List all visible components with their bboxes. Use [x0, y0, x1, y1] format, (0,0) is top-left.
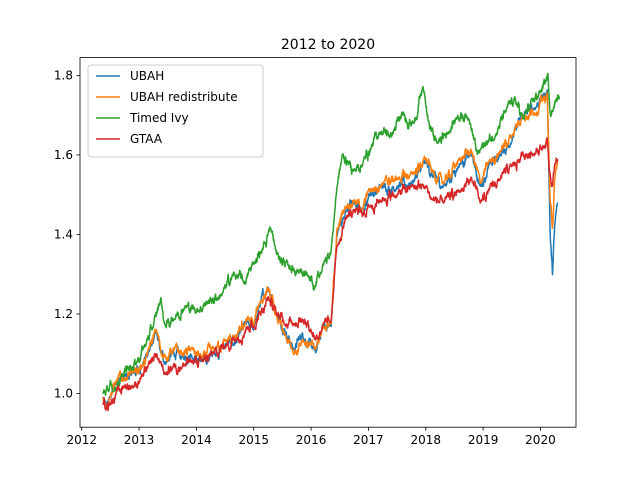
x-tick-label: 2016	[296, 433, 327, 447]
x-tick-label: 2015	[238, 433, 269, 447]
y-axis: 1.0 1.2 1.4 1.6 1.8	[54, 68, 80, 400]
y-tick-label: 1.0	[54, 386, 73, 400]
x-tick-label: 2013	[124, 433, 155, 447]
legend-label: Timed Ivy	[129, 111, 189, 125]
chart-title: 2012 to 2020	[281, 37, 375, 53]
series-line-timed-ivy	[102, 72, 561, 396]
y-tick-label: 1.8	[54, 68, 73, 82]
x-tick-label: 2012	[66, 433, 97, 447]
series-line-gtaa	[102, 137, 559, 412]
x-tick-label: 2018	[410, 433, 441, 447]
x-tick-label: 2019	[468, 433, 499, 447]
series-layer	[102, 72, 561, 412]
y-tick-label: 1.4	[54, 227, 73, 241]
x-axis: 2012 2013 2014 2015 2016 2017 2018 2019 2020	[66, 427, 556, 447]
x-tick-label: 2020	[525, 433, 556, 447]
legend: UBAH UBAH redistribute Timed Ivy GTAA	[87, 64, 264, 158]
x-tick-label: 2014	[181, 433, 212, 447]
y-tick-label: 1.2	[54, 307, 73, 321]
legend-label: GTAA	[130, 132, 163, 146]
legend-label: UBAH	[130, 69, 164, 83]
axes-frame	[79, 57, 577, 428]
legend-box	[87, 64, 264, 158]
y-tick-label: 1.6	[54, 148, 73, 162]
x-tick-label: 2017	[353, 433, 384, 447]
legend-label: UBAH redistribute	[130, 90, 238, 104]
